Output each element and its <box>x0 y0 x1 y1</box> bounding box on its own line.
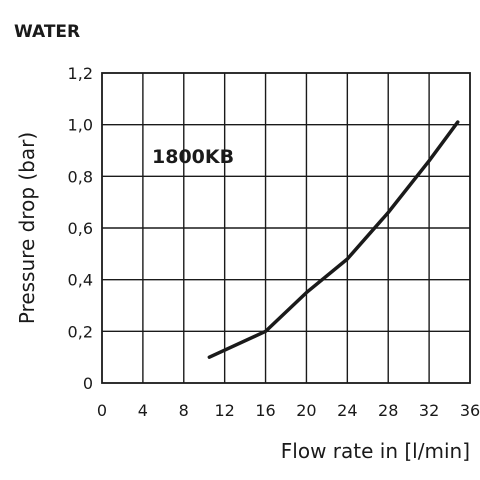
x-tick-label: 28 <box>378 401 398 420</box>
pressure-drop-curve <box>207 120 460 359</box>
x-tick-labels: 0 4 8 12 16 20 24 28 32 36 <box>97 401 480 420</box>
x-tick-label: 4 <box>138 401 148 420</box>
y-tick-label: 0,4 <box>68 271 93 290</box>
plot-frame <box>101 72 471 384</box>
y-tick-label: 0,8 <box>68 167 93 186</box>
y-tick-label: 1,2 <box>68 64 93 83</box>
y-tick-label: 0 <box>83 374 93 393</box>
x-tick-label: 8 <box>179 401 189 420</box>
x-tick-label: 24 <box>337 401 357 420</box>
grid <box>102 73 470 383</box>
x-tick-label: 20 <box>296 401 316 420</box>
y-tick-label: 0,6 <box>68 219 93 238</box>
series-layer <box>207 120 460 359</box>
page-title: WATER <box>14 22 80 42</box>
x-tick-label: 36 <box>460 401 480 420</box>
x-tick-label: 0 <box>97 401 107 420</box>
x-tick-label: 16 <box>255 401 275 420</box>
x-axis-label: Flow rate in [l/min] <box>281 439 470 463</box>
x-tick-label: 12 <box>214 401 234 420</box>
y-axis-label: Pressure drop (bar) <box>15 132 39 324</box>
x-tick-label: 32 <box>419 401 439 420</box>
y-tick-label: 1,0 <box>68 116 93 135</box>
y-tick-labels: 0 0,2 0,4 0,6 0,8 1,0 1,2 <box>68 64 93 393</box>
curve-annotation: 1800KB <box>152 146 234 168</box>
y-tick-label: 0,2 <box>68 322 93 341</box>
